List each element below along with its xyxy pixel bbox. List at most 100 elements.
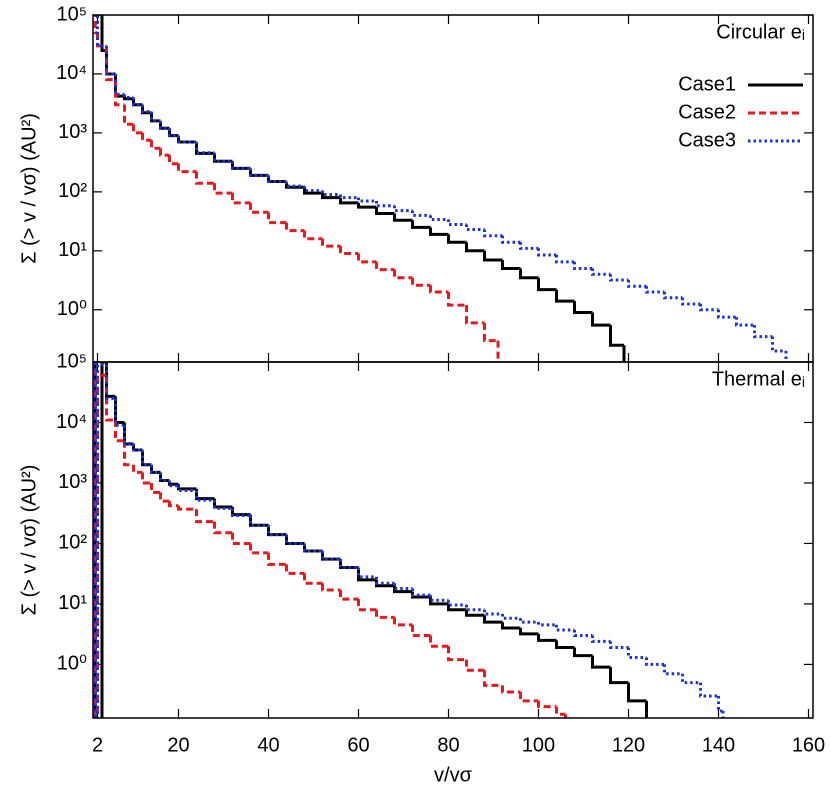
step-segment [105, 362, 116, 398]
step-segment [447, 234, 467, 244]
step-segment [393, 213, 413, 222]
step-segment [150, 482, 161, 494]
x-tick-label: 60 [347, 734, 369, 756]
step-segment [213, 153, 233, 163]
step-segment [627, 647, 647, 660]
step-segment [784, 350, 788, 362]
step-segment [609, 667, 629, 685]
step-segment [591, 268, 611, 276]
step-segment [123, 425, 134, 445]
step-segment [285, 534, 305, 545]
step-segment [483, 229, 503, 238]
step-segment [357, 599, 377, 612]
step-segment [465, 224, 485, 231]
step-segment [96, 15, 107, 48]
x-tick-label: 120 [612, 734, 645, 756]
step-segment [321, 238, 341, 248]
step-segment [411, 591, 431, 599]
y-axis-label: Σ (> v / vσ) (AU²) [18, 465, 40, 616]
step-segment [609, 274, 629, 282]
y-tick-label: 10⁰ [57, 298, 87, 320]
step-segment [465, 609, 485, 617]
step-segment [663, 664, 683, 676]
step-segment [483, 609, 503, 616]
step-segment [123, 440, 134, 467]
y-tick-label: 10⁵ [56, 350, 87, 372]
step-segment [537, 248, 557, 257]
step-segment [285, 564, 305, 575]
step-segment [429, 635, 449, 648]
step-segment [447, 600, 467, 607]
step-segment [321, 551, 341, 561]
step-segment [375, 207, 395, 215]
step-segment [501, 259, 521, 271]
step-segment [393, 617, 413, 627]
step-segment [483, 322, 498, 343]
step-segment [357, 567, 377, 579]
step-segment [231, 508, 251, 517]
step-segment [213, 498, 233, 509]
annotation: Thermal eᵢ [712, 368, 805, 390]
step-segment [357, 253, 377, 264]
step-segment [132, 124, 143, 135]
step-segment [150, 464, 161, 474]
step-segment [375, 261, 395, 272]
step-segment [303, 543, 323, 553]
step-segment [213, 183, 233, 195]
step-segment [267, 175, 287, 183]
step-segment [267, 552, 287, 566]
step-segment [393, 269, 413, 280]
step-segment [429, 215, 449, 221]
step-segment [159, 492, 170, 503]
step-segment [231, 507, 251, 517]
y-axis-label: Σ (> v / vσ) (AU²) [18, 113, 40, 264]
step-segment [717, 696, 723, 713]
y-tick-label: 10⁴ [56, 411, 87, 433]
step-segment [393, 583, 413, 590]
x-tick-label: 160 [792, 734, 825, 756]
step-segment [555, 254, 575, 264]
x-tick-label: 140 [702, 734, 735, 756]
x-tick-label: 2 [92, 734, 103, 756]
step-segment [357, 197, 377, 203]
step-segment [681, 297, 701, 306]
step-segment [150, 112, 161, 123]
step-segment [114, 79, 125, 107]
step-segment [519, 242, 539, 250]
plot-frame [92, 361, 814, 719]
plot-area [93, 362, 725, 718]
plot-area [93, 15, 788, 362]
step-segment [537, 622, 557, 627]
step-segment [483, 670, 503, 687]
step-segment [100, 362, 107, 718]
step-segment [213, 521, 233, 535]
step-segment [645, 657, 665, 666]
step-segment [555, 706, 566, 716]
step-segment [249, 202, 269, 214]
step-segment [393, 205, 413, 213]
y-tick-label: 10⁴ [56, 62, 87, 84]
step-segment [537, 700, 557, 709]
step-segment [357, 202, 377, 209]
step-segment [519, 268, 539, 280]
step-segment [411, 210, 431, 217]
step-segment [93, 362, 97, 718]
step-segment [339, 194, 359, 200]
step-segment [123, 104, 134, 126]
step-segment [321, 583, 341, 592]
step-segment [141, 472, 152, 485]
step-segment [429, 227, 449, 236]
step-segment [339, 589, 359, 601]
step-segment [645, 700, 648, 718]
step-segment [303, 230, 323, 241]
step-segment [132, 97, 143, 107]
step-segment [663, 292, 683, 300]
step-segment [195, 488, 215, 501]
step-segment [537, 633, 557, 642]
step-segment [195, 509, 215, 524]
step-segment [375, 576, 395, 585]
step-segment [150, 140, 161, 150]
step-segment [168, 128, 179, 138]
step-segment [303, 573, 323, 585]
legend-label: Case1 [678, 73, 736, 95]
